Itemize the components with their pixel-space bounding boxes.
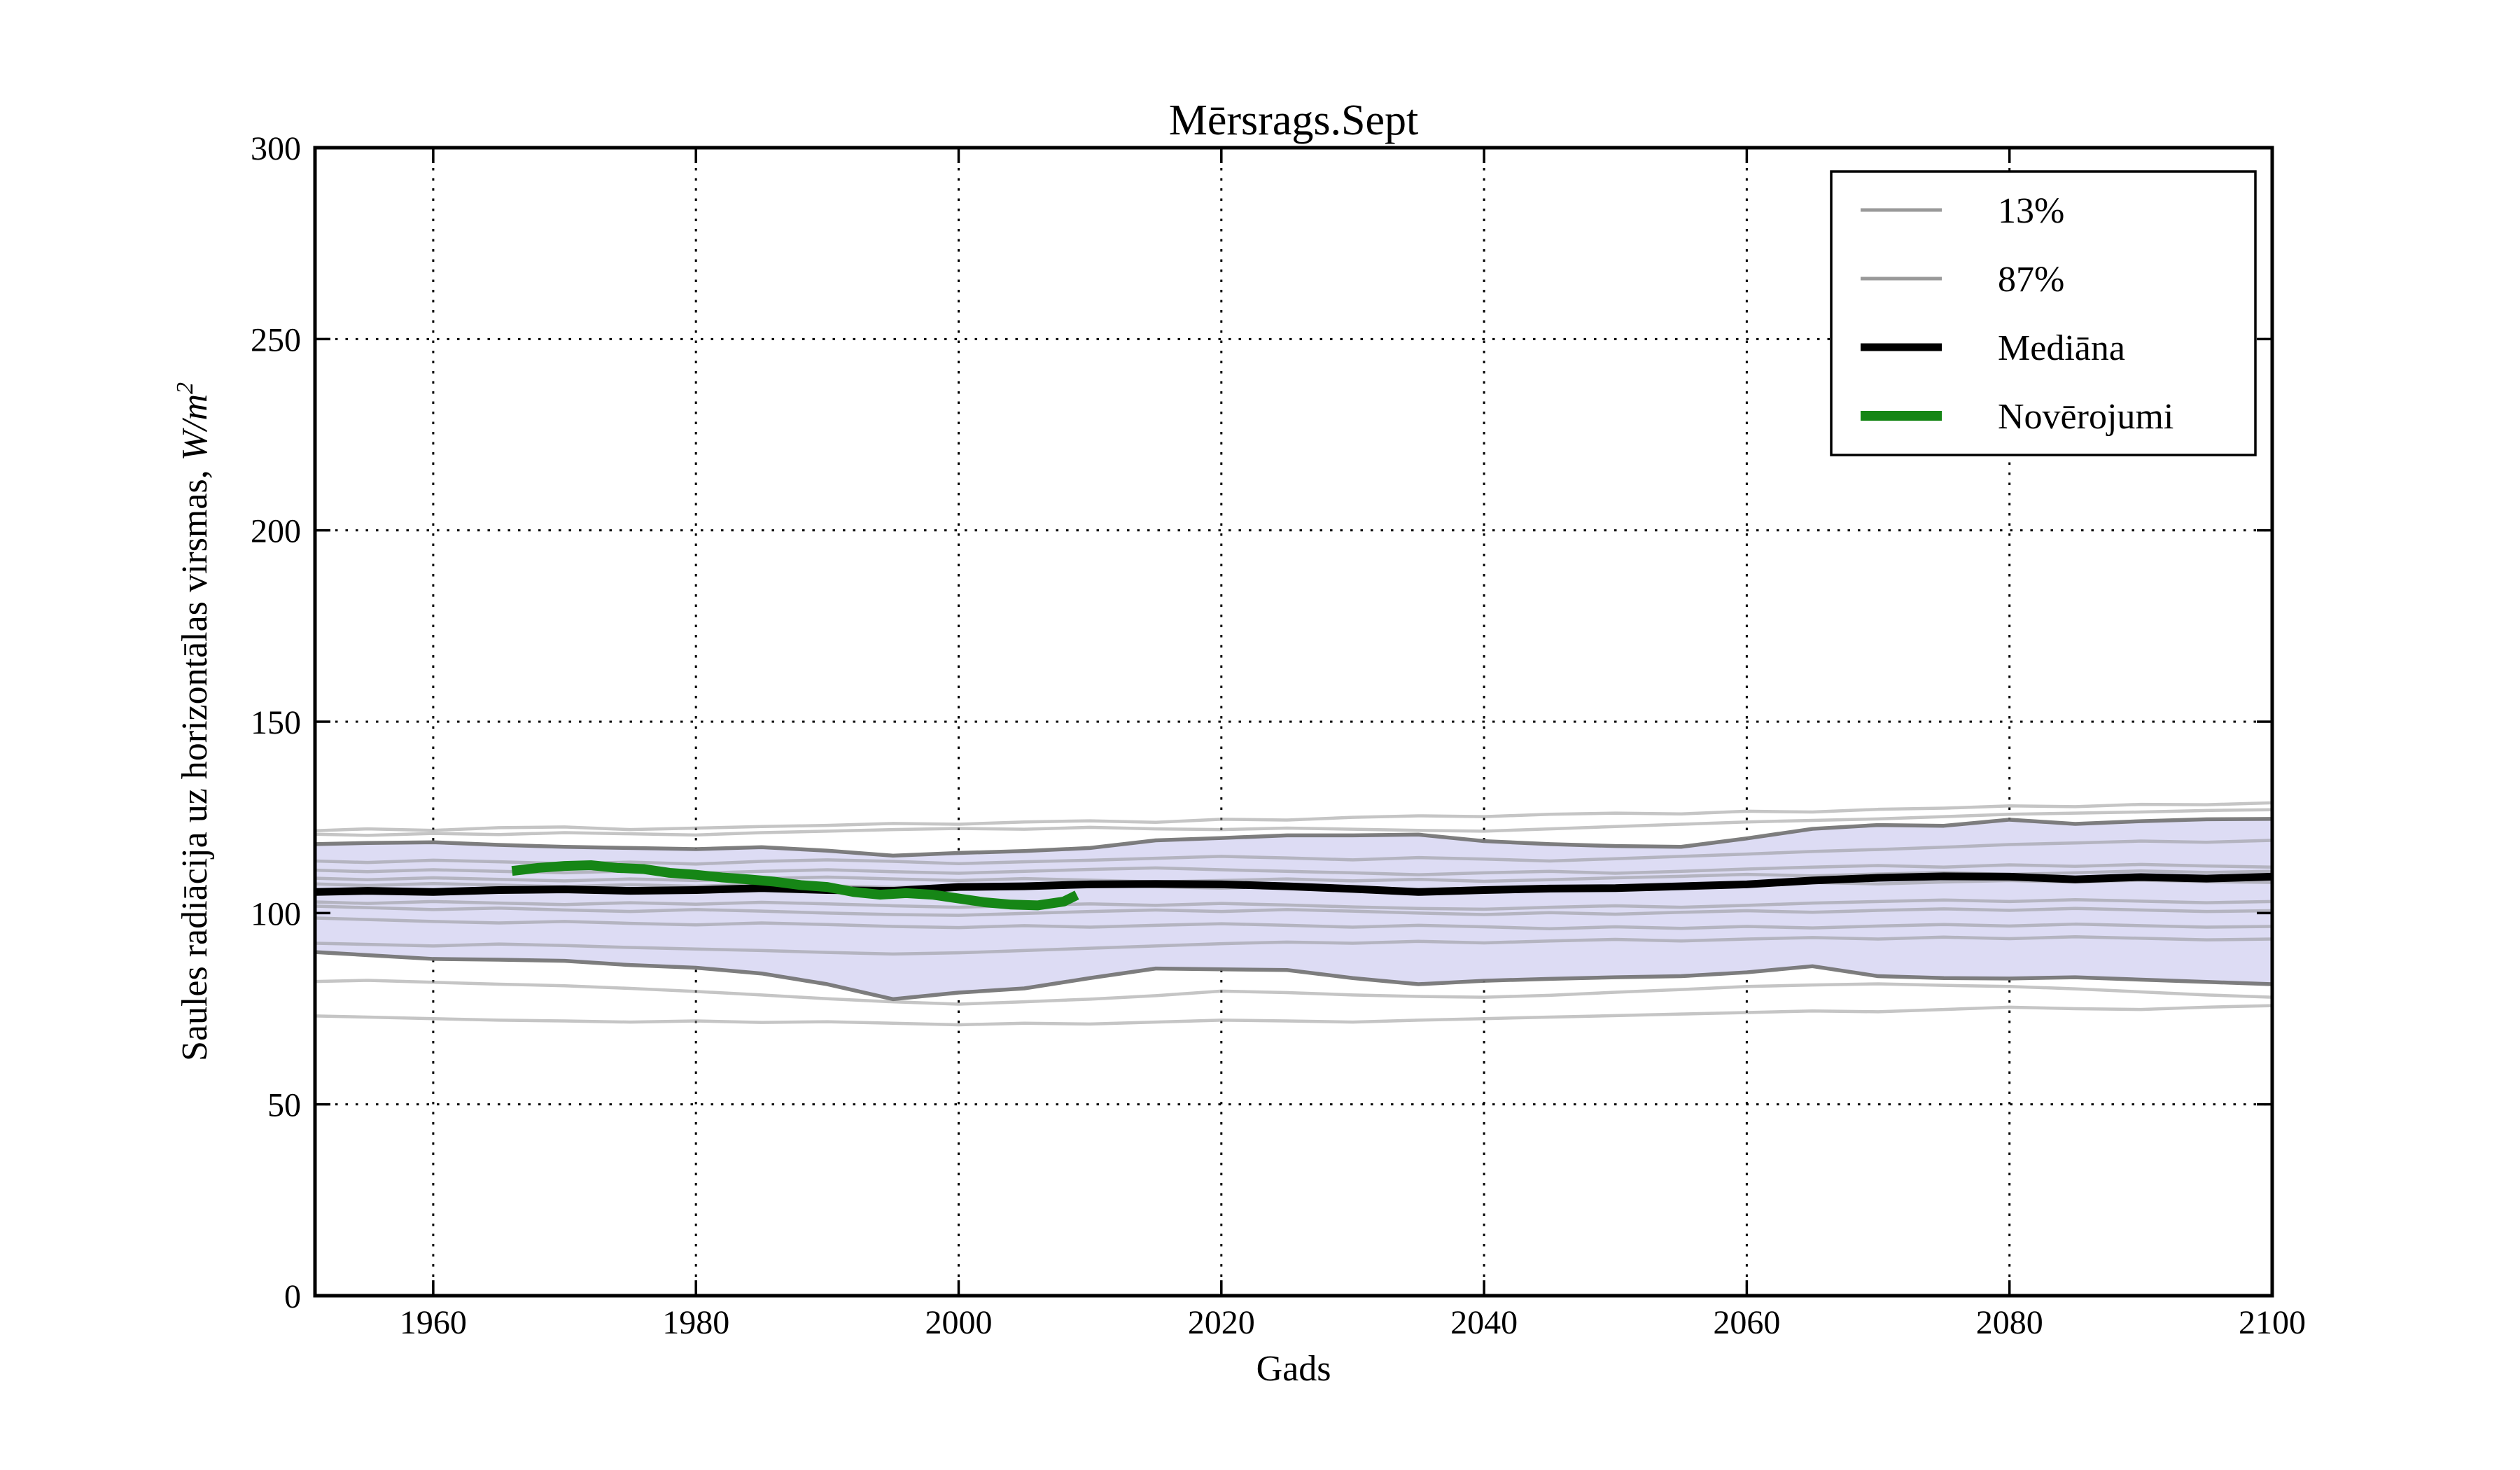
tick-label-y-250: 250 [251,321,301,358]
tick-label-x-2000: 2000 [925,1304,992,1341]
percentile-lines-layer [314,817,2273,1002]
legend-box [1830,170,2257,456]
series-ensemble-9 [314,916,2273,930]
legend-label-3: Mediāna [1998,328,2125,368]
y-axis-label-units: W/m [175,394,215,461]
legend: 13% 87% Mediāna Novērojumi [1830,170,2257,456]
y-axis-label-text: Saules radiācija uz horizontālas virsmas… [175,461,215,1061]
tick-label-y-150: 150 [251,704,301,741]
y-axis-label: Saules radiācija uz horizontālas virsmas… [172,382,215,1061]
tick-label-y-0: 0 [284,1278,301,1315]
series-observations [511,860,1079,911]
series-ensemble-10 [314,934,2273,956]
legend-label-2: 87% [1998,260,2064,300]
tick-label-y-50: 50 [267,1087,301,1124]
tick-label-layer: 1960 1980 2000 2020 2040 2060 2080 2100 0 50 100 15… [251,130,2306,1341]
tick-label-y-300: 300 [251,130,301,167]
y-axis-label-exponent: 2 [172,382,198,394]
series-ensemble-1 [314,801,2273,833]
tick-label-x-2100: 2100 [2239,1304,2306,1341]
series-ensemble-8 [314,904,2273,917]
legend-label-4: Novērojumi [1998,397,2174,437]
chart-title: Mērsrags.Sept [1169,97,1418,144]
legend-label-1: 13% [1998,191,2064,231]
main-series-layer [314,860,2273,911]
series-ensemble-7 [314,897,2273,911]
tick-label-x-1980: 1980 [662,1304,729,1341]
tick-label-x-1960: 1960 [400,1304,467,1341]
tick-label-x-2040: 2040 [1450,1304,1518,1341]
series-percentile-13% [314,950,2273,1002]
ensemble-lines-layer [314,801,2273,1027]
series-percentile-87% [314,817,2273,858]
tick-label-x-2080: 2080 [1976,1304,2043,1341]
series-ensemble-2 [314,808,2273,837]
x-axis-label: Gads [1256,1349,1331,1389]
tick-label-x-2060: 2060 [1713,1304,1780,1341]
series-median [314,872,2273,896]
tick-label-y-100: 100 [251,895,301,932]
tick-layer [315,146,2274,1297]
tick-label-x-2020: 2020 [1188,1304,1255,1341]
series-ensemble-3 [314,839,2273,866]
series-ensemble-12 [314,1004,2273,1027]
tick-label-y-200: 200 [251,513,301,550]
series-ensemble-11 [314,979,2273,1006]
